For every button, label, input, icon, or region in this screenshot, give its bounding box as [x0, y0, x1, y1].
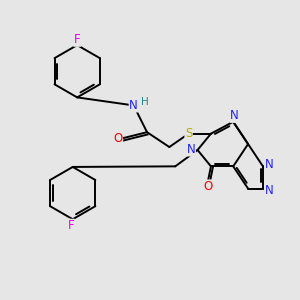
Text: N: N — [265, 184, 274, 196]
Text: F: F — [68, 219, 74, 232]
Text: N: N — [129, 99, 138, 112]
Text: S: S — [185, 127, 192, 140]
Text: N: N — [265, 158, 274, 171]
Text: F: F — [74, 33, 80, 46]
Text: O: O — [203, 180, 213, 193]
Text: N: N — [230, 109, 239, 122]
Text: H: H — [141, 97, 149, 107]
Text: O: O — [113, 132, 122, 145]
Text: N: N — [187, 143, 195, 156]
